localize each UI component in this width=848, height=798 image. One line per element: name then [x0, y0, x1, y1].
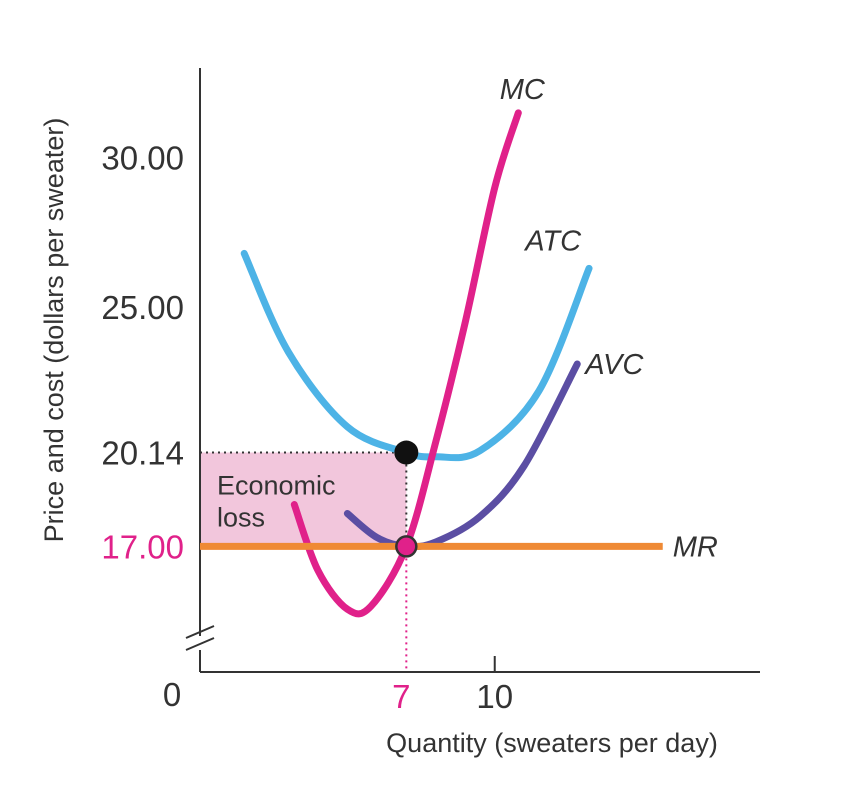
avc-curve — [343, 360, 581, 551]
x-tick-label: 7 — [392, 678, 410, 715]
atc-label: ATC — [523, 225, 582, 257]
economic-loss-label-line: Economic — [217, 471, 336, 501]
axis-break-mark — [185, 637, 215, 651]
axes-layer — [185, 68, 760, 673]
atc-min-point — [394, 440, 419, 465]
y-tick-label: 20.14 — [101, 435, 184, 472]
guide-lines-layer — [200, 451, 408, 672]
economic-loss-label-line: loss — [217, 503, 265, 533]
axis-break-mark — [185, 625, 215, 639]
atc-curve — [240, 249, 593, 462]
mc-curve — [290, 109, 522, 618]
mc-label: MC — [500, 74, 546, 106]
labels-layer: 0 Quantity (sweaters per day) Price and … — [39, 118, 718, 758]
shutdown-point — [395, 535, 418, 558]
avc-label: AVC — [583, 349, 644, 381]
y-tick-label: 17.00 — [101, 528, 184, 565]
origin-label: 0 — [163, 676, 181, 713]
x-axis-title: Quantity (sweaters per day) — [386, 728, 718, 758]
ticks-layer: 30.00 25.00 20.14 17.00 7 10 — [101, 140, 513, 715]
y-tick-label: 30.00 — [101, 140, 184, 177]
points-layer — [394, 440, 419, 558]
x-tick-label: 10 — [476, 678, 513, 715]
y-tick-label: 25.00 — [101, 289, 184, 326]
y-axis-title: Price and cost (dollars per sweater) — [39, 118, 69, 543]
mr-label: MR — [673, 531, 718, 563]
series-layer: ATC AVC MC MR — [200, 74, 718, 618]
economic-loss-label: Economic loss — [217, 471, 336, 533]
